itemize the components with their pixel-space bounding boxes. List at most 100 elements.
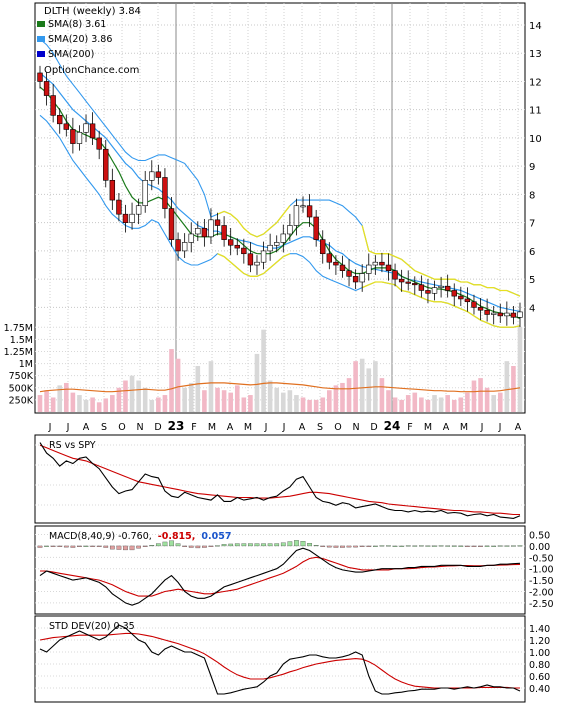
macd-histogram-bar: [465, 545, 470, 547]
candle-body: [313, 216, 319, 240]
candle-body: [63, 123, 70, 130]
price-tick-label: 6: [529, 247, 535, 258]
macd-histogram-bar: [287, 541, 293, 547]
volume-bar: [162, 395, 168, 412]
candle-body: [359, 273, 365, 283]
candle-body: [497, 312, 503, 317]
volume-bar: [379, 378, 385, 412]
candle-body: [320, 239, 326, 255]
volume-bar: [110, 395, 115, 412]
legend-sma8: SMA(8) 3.61: [48, 19, 106, 30]
std-tick-label: 1.20: [529, 636, 550, 647]
volume-bar: [399, 399, 404, 412]
macd-value: MACD(8,40,9) -0.760,: [49, 531, 152, 542]
x-tick-label: A: [83, 422, 90, 433]
macd-histogram-bar: [96, 545, 102, 547]
volume-bar: [451, 399, 457, 412]
volume-bar: [83, 399, 89, 412]
macd-tick-label: -0.50: [529, 553, 554, 564]
legend-swatch-sma8: [37, 21, 45, 27]
candle-body: [208, 219, 214, 238]
volume-tick-label: 1.5M: [10, 335, 33, 346]
candle-body: [227, 239, 234, 246]
macd-histogram-bar: [208, 545, 214, 547]
macd-histogram-bar: [44, 545, 49, 547]
volume-bar: [64, 382, 69, 412]
macd-histogram-bar: [83, 545, 89, 547]
x-tick-label: F: [407, 422, 412, 433]
price-tick-label: 11: [529, 106, 542, 117]
candle-body: [214, 219, 221, 226]
candle-body: [464, 298, 471, 303]
macd-histogram-bar: [175, 543, 181, 547]
candle-body: [149, 171, 155, 181]
rs-average-line: [39, 444, 520, 516]
macd-label: MACD(8,40,9) -0.760, -0.815, 0.057: [49, 531, 231, 542]
macd-histogram-bar: [142, 545, 148, 547]
volume-bar: [96, 402, 102, 412]
macd-histogram-bar: [116, 545, 122, 550]
macd-histogram-bar: [511, 545, 516, 547]
volume-bar: [221, 390, 227, 412]
candle-body: [418, 284, 425, 291]
candle-body: [300, 205, 306, 208]
macd-histogram-bar: [419, 545, 424, 547]
volume-bar: [188, 382, 194, 412]
macd-histogram-bar: [313, 544, 319, 547]
macd-histogram-bar: [169, 540, 174, 547]
volume-bar: [195, 366, 201, 412]
volume-bar: [333, 385, 339, 412]
macd-histogram-bar: [307, 543, 312, 547]
macd-histogram-bar: [445, 545, 451, 547]
volume-bar: [307, 399, 312, 412]
candle-body: [405, 281, 411, 284]
macd-histogram-bar: [353, 545, 358, 548]
x-tick-label: J: [264, 422, 268, 433]
macd-histogram-bar: [195, 545, 201, 549]
candle-body: [293, 205, 300, 226]
candle-body: [385, 264, 392, 271]
volume-bar: [169, 349, 174, 412]
volume-bar: [458, 397, 464, 412]
macd-histogram-bar: [491, 545, 497, 547]
macd-histogram-bar: [136, 545, 141, 549]
x-tick-label: A: [443, 422, 450, 433]
volume-bar: [136, 380, 141, 412]
candle-body: [267, 244, 273, 252]
volume-bar: [175, 358, 181, 412]
candle-body: [287, 225, 293, 235]
volume-bar: [90, 397, 95, 412]
volume-bar: [366, 368, 372, 412]
volume-bar: [445, 395, 450, 412]
x-tick-label: 24: [384, 419, 401, 433]
bollinger-lower-yellow: [361, 281, 521, 328]
macd-histogram-bar: [399, 545, 404, 547]
macd-histogram-bar: [90, 545, 95, 547]
macd-panel: [34, 525, 526, 615]
bollinger-lower-yellow: [217, 253, 291, 277]
volume-tick-label: 1.25M: [4, 347, 33, 358]
bollinger-upper-yellow: [217, 205, 291, 238]
legend-sma20: SMA(20) 3.86: [48, 34, 112, 45]
volume-bar: [300, 397, 306, 412]
rs-panel: [34, 434, 526, 524]
macd-histogram-bar: [497, 545, 503, 547]
volume-bar: [123, 380, 128, 412]
candle-body: [372, 261, 379, 266]
macd-histogram-bar: [392, 545, 398, 547]
macd-histogram-bar: [215, 545, 220, 547]
volume-tick-label: 1M: [19, 359, 33, 370]
macd-tick-label: -2.50: [529, 599, 554, 610]
volume-bar: [465, 392, 470, 412]
volume-bar: [438, 397, 444, 412]
volume-bar: [471, 380, 477, 412]
volume-tick-label: 750K: [9, 371, 34, 382]
legend-swatch-sma200: [37, 51, 45, 57]
volume-tick-label: 250K: [9, 395, 34, 406]
macd-histogram-bar: [320, 545, 326, 547]
x-tick-label: O: [118, 422, 125, 433]
macd-histogram-bar: [129, 545, 135, 551]
candle-body: [333, 261, 339, 266]
volume-bar: [346, 378, 352, 412]
std-line: [39, 624, 521, 695]
